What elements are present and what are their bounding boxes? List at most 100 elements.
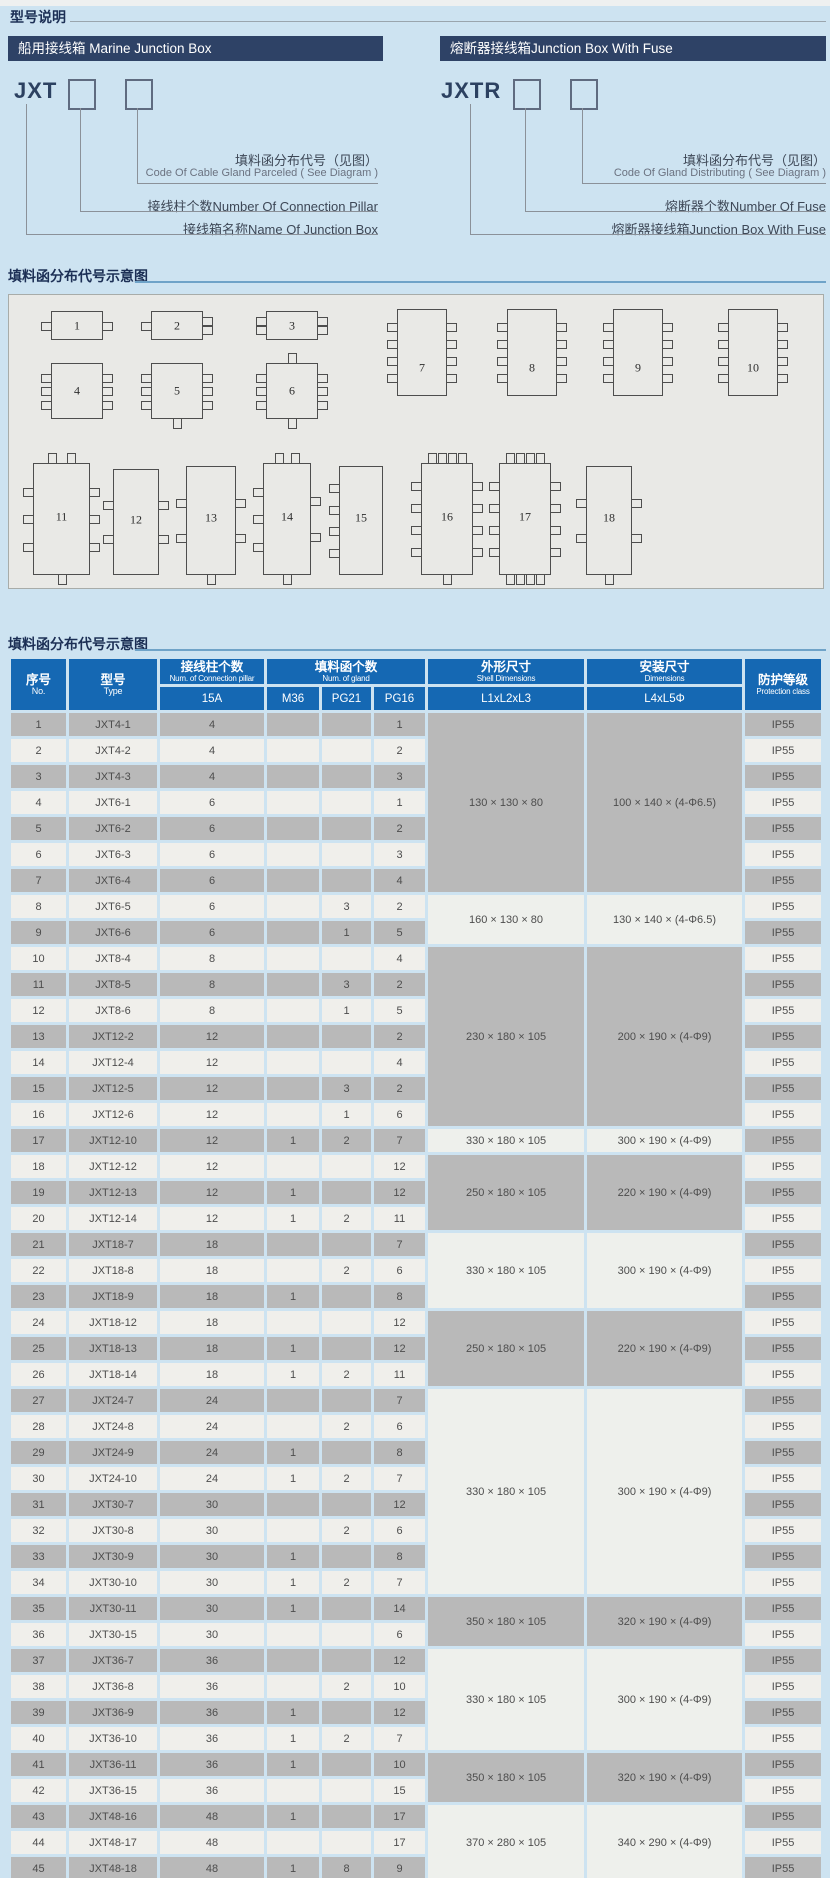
gland-tab-left: [141, 387, 152, 396]
cell-type: JXT12-14: [69, 1207, 157, 1230]
cell-type: JXT18-13: [69, 1337, 157, 1360]
cell-m36: [267, 1233, 319, 1256]
cell-type: JXT36-7: [69, 1649, 157, 1672]
table-row: 20 JXT12-14 12 1 2 11 IP55: [11, 1207, 822, 1230]
gland-tab-left: [23, 487, 34, 497]
cell-no: 17: [11, 1129, 66, 1152]
cell-pg21: [322, 791, 371, 814]
cell-no: 38: [11, 1675, 66, 1698]
cell-mounting-dimensions: 200 × 190 × (4-Φ9): [587, 947, 743, 1126]
gland-tab-left: [176, 498, 187, 508]
table-row: 40 JXT36-10 36 1 2 7 IP55: [11, 1727, 822, 1750]
subheader-l4l5: L4xL5Φ: [587, 687, 743, 710]
table-row: 7 JXT6-4 6 4 IP55: [11, 869, 822, 892]
gland-tab-left: [718, 323, 729, 332]
gland-tab-right: [631, 534, 642, 544]
col-header-protection: 防护等级 Protection class: [745, 659, 822, 710]
cell-mounting-dimensions: 100 × 140 × (4-Φ6.5): [587, 713, 743, 892]
gland-box-7: 7: [387, 309, 457, 396]
gland-tab-left: [23, 542, 34, 552]
cell-pg21: [322, 1285, 371, 1308]
cell-m36: [267, 1155, 319, 1178]
cell-pg21: 1: [322, 999, 371, 1022]
gland-tab-left: [103, 500, 114, 510]
cell-type: JXT18-7: [69, 1233, 157, 1256]
cell-mounting-dimensions: 300 × 190 × (4-Φ9): [587, 1233, 743, 1308]
cell-protection-class: IP55: [745, 921, 822, 944]
gland-tab-right: [550, 482, 561, 491]
cell-pg16: 10: [374, 1753, 426, 1776]
cell-pg16: 8: [374, 1545, 426, 1568]
gland-box-1: 1: [41, 311, 113, 340]
cell-no: 8: [11, 895, 66, 918]
cell-15a: 6: [160, 843, 264, 866]
cell-15a: 12: [160, 1181, 264, 1204]
cell-15a: 6: [160, 895, 264, 918]
gland-tab-left: [411, 526, 422, 535]
cell-type: JXT12-12: [69, 1155, 157, 1178]
table-row: 12 JXT8-6 8 1 5 IP55: [11, 999, 822, 1022]
gland-tab-left: [718, 374, 729, 383]
cell-shell-dimensions: 160 × 130 × 80: [428, 895, 585, 944]
cell-pg16: 8: [374, 1441, 426, 1464]
cell-15a: 12: [160, 1051, 264, 1074]
table-row: 28 JXT24-8 24 2 6 IP55: [11, 1415, 822, 1438]
cell-no: 9: [11, 921, 66, 944]
gland-tab-left: [489, 526, 500, 535]
table-row: 44 JXT48-17 48 17 IP55: [11, 1831, 822, 1854]
gland-tab-left: [141, 321, 152, 331]
gland-tab-bottom: [288, 418, 297, 429]
gland-tab-bottom: [173, 418, 182, 429]
cell-pg21: 1: [322, 921, 371, 944]
cell-15a: 18: [160, 1311, 264, 1334]
box-name-label: 接线箱名称Name Of Junction Box: [182, 222, 378, 237]
cell-m36: [267, 1779, 319, 1802]
cell-m36: 1: [267, 1545, 319, 1568]
cell-shell-dimensions: 250 × 180 × 105: [428, 1311, 585, 1386]
gland-box-number: 12: [130, 512, 142, 527]
cell-protection-class: IP55: [745, 765, 822, 788]
cell-m36: 1: [267, 1857, 319, 1878]
cell-m36: [267, 1623, 319, 1646]
table-row: 4 JXT6-1 6 1 IP55: [11, 791, 822, 814]
gland-tab-right: [777, 357, 788, 366]
cell-protection-class: IP55: [745, 1493, 822, 1516]
gland-tab-left: [411, 504, 422, 513]
table-row: 23 JXT18-9 18 1 8 IP55: [11, 1285, 822, 1308]
gland-tab-right: [317, 317, 328, 326]
cell-type: JXT36-15: [69, 1779, 157, 1802]
cell-pg21: [322, 843, 371, 866]
cell-pg21: 2: [322, 1571, 371, 1594]
cell-m36: 1: [267, 1207, 319, 1230]
gland-tab-left: [489, 482, 500, 491]
cell-no: 25: [11, 1337, 66, 1360]
table-row: 9 JXT6-6 6 1 5 IP55: [11, 921, 822, 944]
gland-tab-right: [235, 498, 246, 508]
cell-type: JXT48-16: [69, 1805, 157, 1828]
gland-box-11: 11: [23, 453, 100, 585]
cell-15a: 8: [160, 947, 264, 970]
table-row: 41 JXT36-11 36 1 10 350 × 180 × 105 320 × 190 …: [11, 1753, 822, 1802]
cell-protection-class: IP55: [745, 1363, 822, 1386]
cell-protection-class: IP55: [745, 1805, 822, 1828]
cell-no: 37: [11, 1649, 66, 1672]
cell-protection-class: IP55: [745, 1753, 822, 1776]
cell-pg16: 11: [374, 1207, 426, 1230]
cell-no: 36: [11, 1623, 66, 1646]
gland-box-16: 16: [411, 453, 483, 585]
cell-no: 28: [11, 1415, 66, 1438]
gland-box-number: 1: [74, 318, 80, 332]
label-rule: [525, 211, 826, 212]
gland-tab-left: [411, 548, 422, 557]
cell-m36: [267, 947, 319, 970]
cell-no: 39: [11, 1701, 66, 1724]
cell-no: 29: [11, 1441, 66, 1464]
cell-m36: [267, 1831, 319, 1854]
cell-pg21: [322, 1181, 371, 1204]
cell-15a: 4: [160, 713, 264, 736]
cell-15a: 18: [160, 1285, 264, 1308]
cell-type: JXT12-2: [69, 1025, 157, 1048]
cell-m36: 1: [267, 1805, 319, 1828]
cell-15a: 18: [160, 1337, 264, 1360]
gland-box-number: 11: [55, 509, 68, 524]
